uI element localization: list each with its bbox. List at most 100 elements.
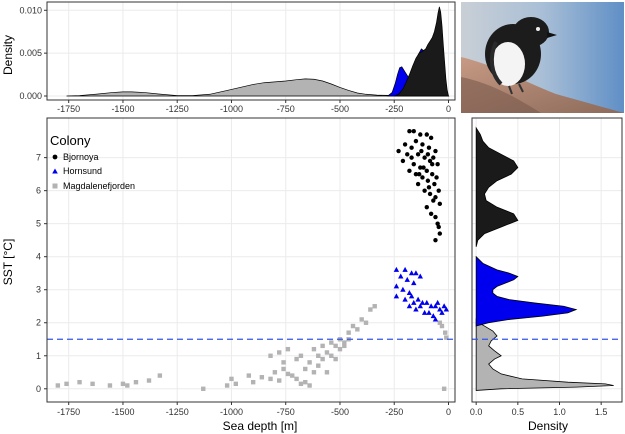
right-x-tick-label: 0.5 (512, 407, 525, 417)
scatter-y-tick-label: 4 (36, 252, 41, 262)
point-hornsund (426, 309, 432, 315)
point-magdalenefjorden (272, 370, 278, 375)
point-bjornoya (419, 148, 424, 154)
right-density-bjornoya (475, 126, 519, 247)
scatter-x-tick-label: -1500 (111, 407, 134, 417)
point-magdalenefjorden (290, 373, 295, 378)
point-magdalenefjorden (157, 373, 163, 378)
scatter-x-axis-label: Sea depth [m] (223, 419, 298, 433)
legend-label-magdalenefjorden: Magdalenefjorden (63, 181, 135, 191)
point-hornsund (408, 293, 415, 299)
point-bjornoya (425, 178, 431, 183)
scatter-y-tick-label: 3 (36, 285, 41, 295)
point-bjornoya (422, 155, 427, 160)
scatter-panel: -1750 -1500 -1250 -1000 -750 -500 -250 0 0 1 2 3 4 5… (1, 117, 456, 433)
point-magdalenefjorden (307, 360, 312, 365)
point-magdalenefjorden (372, 304, 377, 309)
point-magdalenefjorden (329, 353, 334, 358)
point-magdalenefjorden (437, 320, 443, 325)
point-magdalenefjorden (294, 356, 299, 362)
point-bjornoya (430, 171, 435, 177)
point-bjornoya (422, 188, 427, 193)
point-bjornoya (428, 135, 434, 141)
point-hornsund (437, 306, 443, 312)
point-magdalenefjorden (333, 343, 338, 349)
scatter-y-axis-label: SST [°C] (1, 239, 15, 286)
top-x-tick-label: -1250 (166, 104, 189, 114)
scatter-y-tick-label: 0 (36, 384, 41, 394)
point-bjornoya (437, 231, 443, 236)
scatter-y-tick-label: 7 (36, 153, 41, 163)
point-bjornoya (420, 142, 425, 147)
top-x-tick-label: -250 (385, 104, 403, 114)
point-hornsund (419, 299, 426, 305)
point-bjornoya (407, 168, 412, 174)
top-plot-frame (46, 1, 456, 101)
point-bjornoya (424, 132, 429, 137)
point-magdalenefjorden (285, 371, 291, 377)
point-bjornoya (418, 165, 423, 170)
right-plot-frame (471, 117, 623, 403)
top-y-axis-label: Density (1, 35, 15, 75)
point-hornsund (393, 283, 400, 289)
point-hornsund (402, 296, 408, 302)
right-density-areas (475, 126, 614, 391)
point-hornsund (417, 303, 423, 309)
point-magdalenefjorden (324, 350, 330, 355)
point-magdalenefjorden (229, 376, 234, 382)
scatter-x-tick-label: -500 (331, 407, 349, 417)
point-magdalenefjorden (120, 381, 126, 387)
top-y-tick-label: 0.005 (19, 48, 42, 58)
legend-marker-bjornoya (52, 154, 58, 160)
point-bjornoya (431, 198, 436, 203)
point-magdalenefjorden (107, 383, 113, 388)
point-hornsund (415, 296, 421, 302)
bird-photo (461, 2, 624, 113)
scatter-x-tick-label: -1000 (220, 407, 243, 417)
point-bjornoya (435, 162, 440, 167)
point-bjornoya (432, 181, 437, 187)
point-magdalenefjorden (311, 346, 317, 352)
right-x-tick-label: 1.5 (595, 407, 608, 417)
point-magdalenefjorden (77, 379, 82, 385)
point-magdalenefjorden (311, 370, 317, 375)
point-hornsund (408, 270, 415, 276)
point-magdalenefjorden (259, 375, 265, 380)
point-bjornoya (425, 152, 431, 157)
point-magdalenefjorden (368, 307, 373, 312)
point-hornsund (402, 266, 408, 272)
point-magdalenefjorden (133, 379, 139, 385)
point-bjornoya (421, 165, 426, 170)
point-magdalenefjorden (55, 383, 61, 388)
point-magdalenefjorden (329, 340, 334, 345)
scatter-x-tick-label: -250 (385, 407, 403, 417)
legend: Colony Bjornoya Hornsund Magdalenefjorde… (50, 133, 135, 191)
point-hornsund (413, 306, 419, 312)
point-magdalenefjorden (320, 356, 325, 362)
point-magdalenefjorden (125, 383, 130, 388)
point-hornsund (417, 273, 423, 279)
top-y-tick-label: 0.000 (19, 91, 42, 101)
point-magdalenefjorden (146, 378, 152, 383)
point-magdalenefjorden (444, 335, 449, 340)
point-bjornoya (437, 201, 443, 207)
point-magdalenefjorden (320, 343, 325, 349)
point-bjornoya (396, 148, 401, 154)
point-magdalenefjorden (303, 379, 308, 385)
right-x-axis-label: Density (528, 419, 568, 433)
top-plot-background (47, 2, 455, 100)
point-hornsund (432, 316, 439, 322)
point-magdalenefjorden (316, 363, 321, 368)
point-magdalenefjorden (64, 381, 69, 387)
point-magdalenefjorden (359, 317, 364, 322)
point-bjornoya (436, 224, 441, 230)
point-magdalenefjorden (233, 381, 239, 387)
point-magdalenefjorden (298, 381, 304, 387)
right-x-tick-label: 1.0 (553, 407, 566, 417)
top-x-tick-label: 0 (446, 104, 451, 114)
top-y-tick-label: 0.010 (19, 5, 42, 15)
point-magdalenefjorden (298, 353, 304, 358)
scatter-y-tick-label: 1 (36, 351, 41, 361)
point-bjornoya (415, 181, 421, 187)
